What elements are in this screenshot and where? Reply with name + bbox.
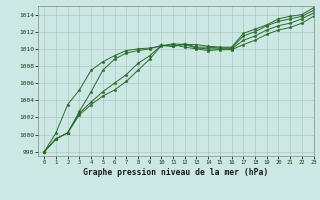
X-axis label: Graphe pression niveau de la mer (hPa): Graphe pression niveau de la mer (hPa)	[84, 168, 268, 177]
